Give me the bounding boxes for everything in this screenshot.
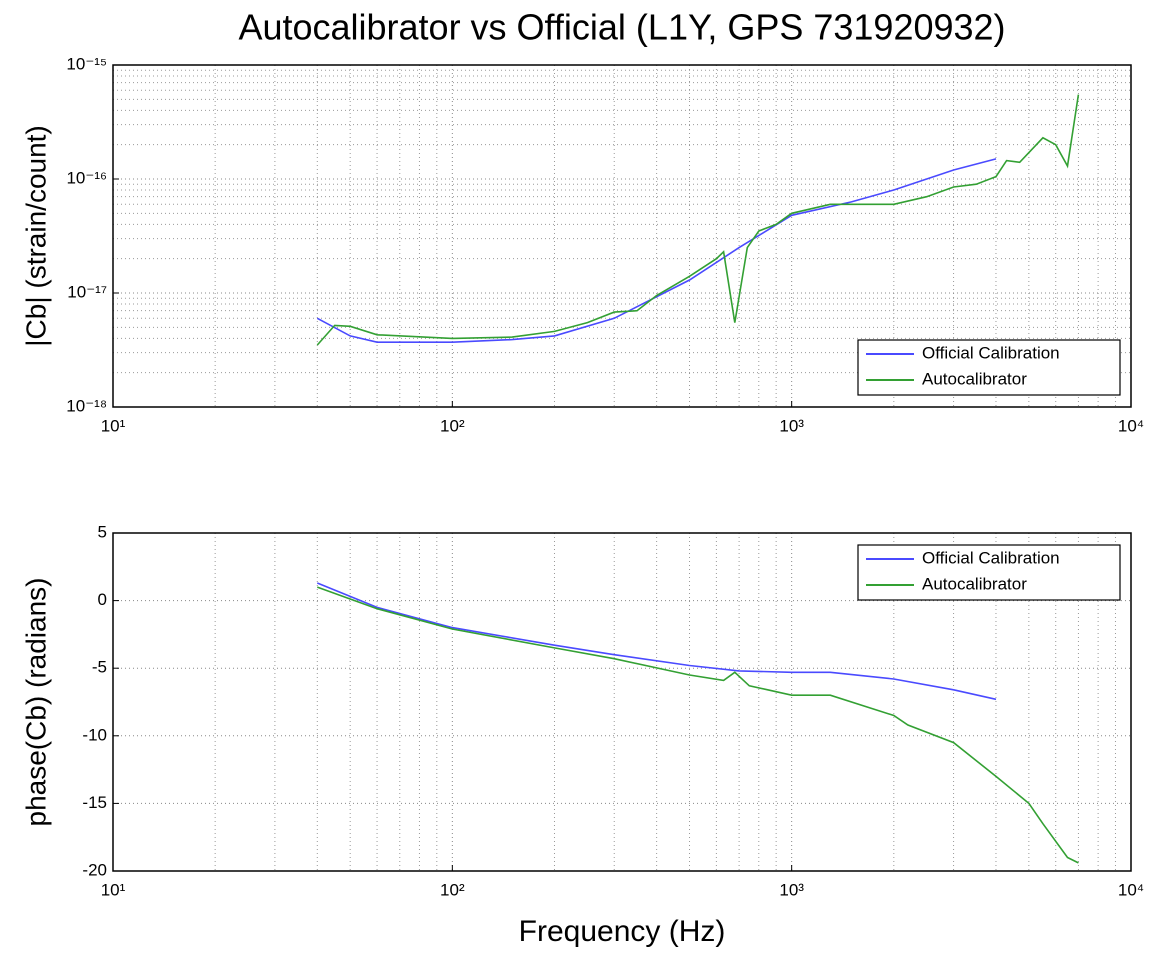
y-tick-label: -10 xyxy=(82,725,107,744)
legend-label: Autocalibrator xyxy=(922,574,1027,593)
y-tick-label: 0 xyxy=(98,590,107,609)
data-line xyxy=(316,94,1080,346)
y-tick-label: 10⁻¹⁶ xyxy=(66,168,107,187)
legend-label: Official Calibration xyxy=(922,343,1060,362)
axes-frame xyxy=(112,64,1132,408)
subplot: 10¹ 10² 10³ 10⁴ 10⁻¹⁸ 10⁻¹⁷ 10⁻¹⁶ 10⁻¹⁵ |Cb| (st… xyxy=(20,54,1144,435)
x-tick-label: 10³ xyxy=(779,880,804,899)
y-tick-label: -20 xyxy=(82,860,107,879)
data-line xyxy=(316,582,997,701)
legend-box xyxy=(857,544,1121,601)
x-axis-label: Frequency (Hz) xyxy=(519,915,726,948)
y-tick-label: 5 xyxy=(98,522,107,541)
legend-label: Official Calibration xyxy=(922,548,1060,567)
x-tick-label: 10² xyxy=(440,416,465,435)
y-tick-label: -5 xyxy=(92,658,107,677)
chart-title: Autocalibrator vs Official (L1Y, GPS 731… xyxy=(238,7,1005,48)
y-tick-label: 10⁻¹⁷ xyxy=(67,282,107,301)
data-line xyxy=(317,586,1079,864)
y-tick-label: -15 xyxy=(82,793,107,812)
axes-frame xyxy=(112,532,1132,872)
y-axis-label: phase(Cb) (radians) xyxy=(20,578,51,827)
x-tick-label: 10⁴ xyxy=(1118,880,1144,899)
x-tick-label: 10⁴ xyxy=(1118,416,1144,435)
x-tick-label: 10² xyxy=(440,880,465,899)
y-tick-label: 10⁻¹⁵ xyxy=(66,54,107,73)
subplot: 10¹ 10² 10³ 10⁴ -20 -15 -10 -5 0 5 phase(Cb) (radi… xyxy=(20,522,1144,947)
x-tick-label: 10¹ xyxy=(101,880,126,899)
legend-box xyxy=(857,339,1121,396)
x-tick-label: 10¹ xyxy=(101,416,126,435)
y-axis-label: |Cb| (strain/count) xyxy=(20,125,51,347)
legend-label: Autocalibrator xyxy=(922,369,1027,388)
y-tick-label: 10⁻¹⁸ xyxy=(66,396,107,415)
x-tick-label: 10³ xyxy=(779,416,804,435)
